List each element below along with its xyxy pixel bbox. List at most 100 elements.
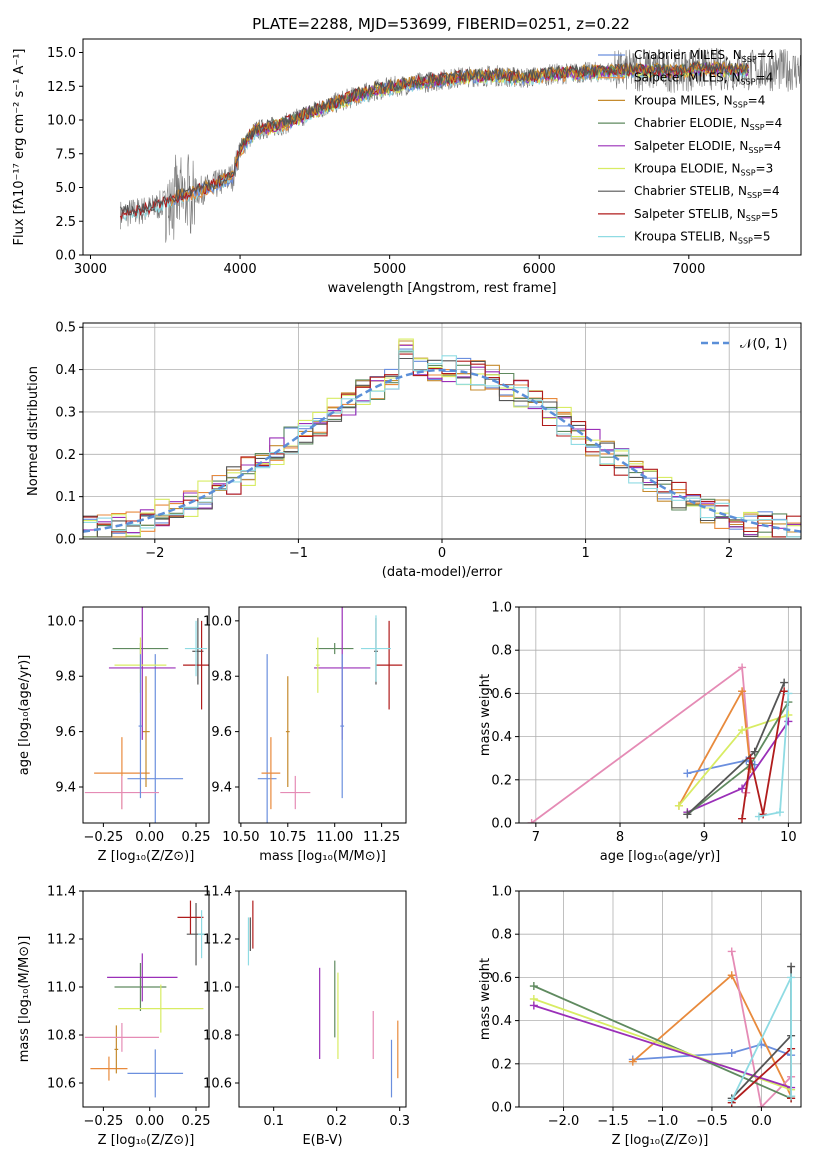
legend-label: Kroupa MILES, NSSP=4	[634, 93, 765, 109]
x-axis-label: (data-model)/error	[382, 565, 503, 580]
x-tick-label: 10.50	[222, 830, 259, 845]
x-tick-label: −2.0	[548, 1114, 580, 1129]
x-tick-label: −0.25	[83, 830, 123, 845]
y-tick-label: 9.8	[211, 670, 232, 685]
x-tick-label: −1	[289, 546, 308, 561]
series-marker	[787, 973, 796, 982]
x-tick-label: 10	[780, 830, 797, 845]
plot-area	[84, 900, 206, 1098]
x-axis-label: Z [log₁₀(Z/Z⊙)]	[98, 849, 195, 864]
plot-area	[257, 607, 403, 823]
y-tick-label: 2.5	[55, 215, 76, 230]
y-tick-label: 15.0	[47, 46, 76, 61]
normal-curve	[83, 368, 801, 533]
legend-subscript: SSP	[747, 191, 762, 200]
series-marker	[750, 747, 759, 756]
x-tick-label: 0.00	[135, 1114, 164, 1129]
y-tick-label: 5.0	[55, 181, 76, 196]
legend-label: Chabrier STELIB, NSSP=4	[634, 184, 780, 200]
series-marker	[683, 810, 692, 819]
panel-mass_weight_vs_Z: −2.0 −1.5 −1.0 −0.5 0.0 0.0 0.2 0.4 0.6 0.8 1.0 Z […	[478, 885, 802, 1148]
y-tick-label: 0.8	[491, 928, 512, 943]
legend-subscript: SSP	[741, 169, 756, 178]
x-axis-label: Z [log₁₀(Z/Z⊙)]	[612, 1133, 709, 1148]
series-marker	[727, 1049, 736, 1057]
series-marker	[727, 947, 736, 956]
model-line-chabrier_stelib	[119, 59, 750, 216]
panels: Chabrier MILES, NSSP=4 Salpeter MILES, NS…	[12, 38, 802, 1149]
y-axis-label: Normed distribution	[26, 366, 41, 496]
y-tick-label: 0.5	[55, 321, 76, 336]
x-tick-label: 3000	[74, 262, 107, 277]
legend-tail: =4	[763, 139, 781, 153]
panel-mass_vs_Z: −0.25 0.00 0.25 10.6 10.8 11.0 11.2 11.4 Z [log₁…	[17, 885, 211, 1149]
x-tick-label: 4000	[224, 262, 257, 277]
y-tick-label: 0.4	[491, 730, 512, 745]
plot-area	[247, 900, 399, 1098]
legend-subscript: SSP	[746, 214, 761, 223]
series-marker	[727, 1096, 736, 1105]
legend-label: 𝒩(0, 1)	[740, 337, 787, 352]
y-axis-label: age [log₁₀(age/yr)]	[17, 655, 32, 776]
y-tick-label: 7.5	[55, 147, 76, 162]
series-marker	[757, 1103, 766, 1107]
legend-tail: =4	[757, 48, 775, 62]
series-marker	[529, 982, 538, 991]
axes-frame	[82, 890, 210, 1108]
x-tick-label: 7000	[672, 262, 705, 277]
y-tick-label: 10.0	[47, 614, 76, 629]
y-tick-label: 0.4	[55, 363, 76, 378]
y-tick-label: 0.4	[491, 1014, 512, 1029]
panel-age_vs_Z: −0.25 0.00 0.25 9.4 9.6 9.8 10.0 Z [log₁₀(Z/Z⊙)…	[17, 606, 211, 864]
y-tick-label: 9.4	[211, 781, 232, 796]
y-tick-label: 10.0	[203, 614, 232, 629]
data-spectrum-line	[120, 47, 801, 243]
series-line-chabrier_miles	[632, 1043, 792, 1061]
series-line-salpeter_elodie	[533, 1004, 792, 1089]
plot-area	[529, 947, 796, 1107]
series-marker	[738, 726, 747, 735]
y-tick-label: 1.0	[491, 885, 512, 900]
legend-tail: =4	[765, 116, 783, 130]
x-tick-label: 10.75	[269, 830, 306, 845]
x-tick-label: 5000	[373, 262, 406, 277]
y-tick-label: 9.4	[55, 781, 76, 796]
y-tick-label: 11.4	[203, 885, 232, 900]
legend-subscript: SSP	[741, 78, 756, 87]
plot-area	[527, 663, 793, 823]
y-tick-label: 0.6	[491, 971, 512, 986]
x-tick-label: 0.3	[389, 1114, 410, 1129]
x-axis-label: wavelength [Angstrom, rest frame]	[328, 281, 557, 296]
y-tick-label: 12.5	[47, 80, 76, 95]
y-axis-label: mass weight	[478, 674, 493, 756]
series-marker	[784, 689, 793, 698]
plot-area	[83, 338, 801, 538]
y-tick-label: 11.2	[203, 933, 232, 948]
legend-label: Chabrier ELODIE, NSSP=4	[634, 116, 782, 132]
y-tick-label: 9.8	[55, 670, 76, 685]
plot-area	[119, 47, 801, 243]
x-tick-label: 0.0	[751, 1114, 772, 1129]
legend-tail: =4	[756, 71, 774, 85]
legend-label: Salpeter STELIB, NSSP=5	[634, 207, 778, 223]
series-line-salpeter_stelib	[741, 691, 786, 819]
panel-spectrum: Chabrier MILES, NSSP=4 Salpeter MILES, NS…	[12, 38, 802, 296]
y-tick-label: 10.0	[47, 114, 76, 129]
x-tick-label: 11.00	[316, 830, 353, 845]
x-tick-label: 0.00	[135, 830, 164, 845]
x-axis-label: Z [log₁₀(Z/Z⊙)]	[98, 1133, 195, 1148]
panel-residuals: 𝒩(0, 1) −2 −1 0 1 2 0.0 0.1 0.2 0.3 0.4 0.5 (data-mo…	[26, 321, 802, 580]
y-tick-label: 0.0	[491, 817, 512, 832]
y-tick-label: 0.3	[55, 405, 76, 420]
x-axis-label: mass [log₁₀(M/M⊙)]	[259, 849, 386, 864]
series-marker	[683, 769, 692, 778]
series-marker	[746, 754, 755, 763]
axes-frame	[238, 606, 407, 824]
legend-tail: =4	[748, 93, 766, 107]
axes-frame	[238, 890, 407, 1108]
axes-frame	[518, 890, 802, 1108]
y-tick-label: 10.6	[203, 1077, 232, 1092]
series-marker	[727, 971, 736, 980]
series-marker	[780, 687, 789, 696]
